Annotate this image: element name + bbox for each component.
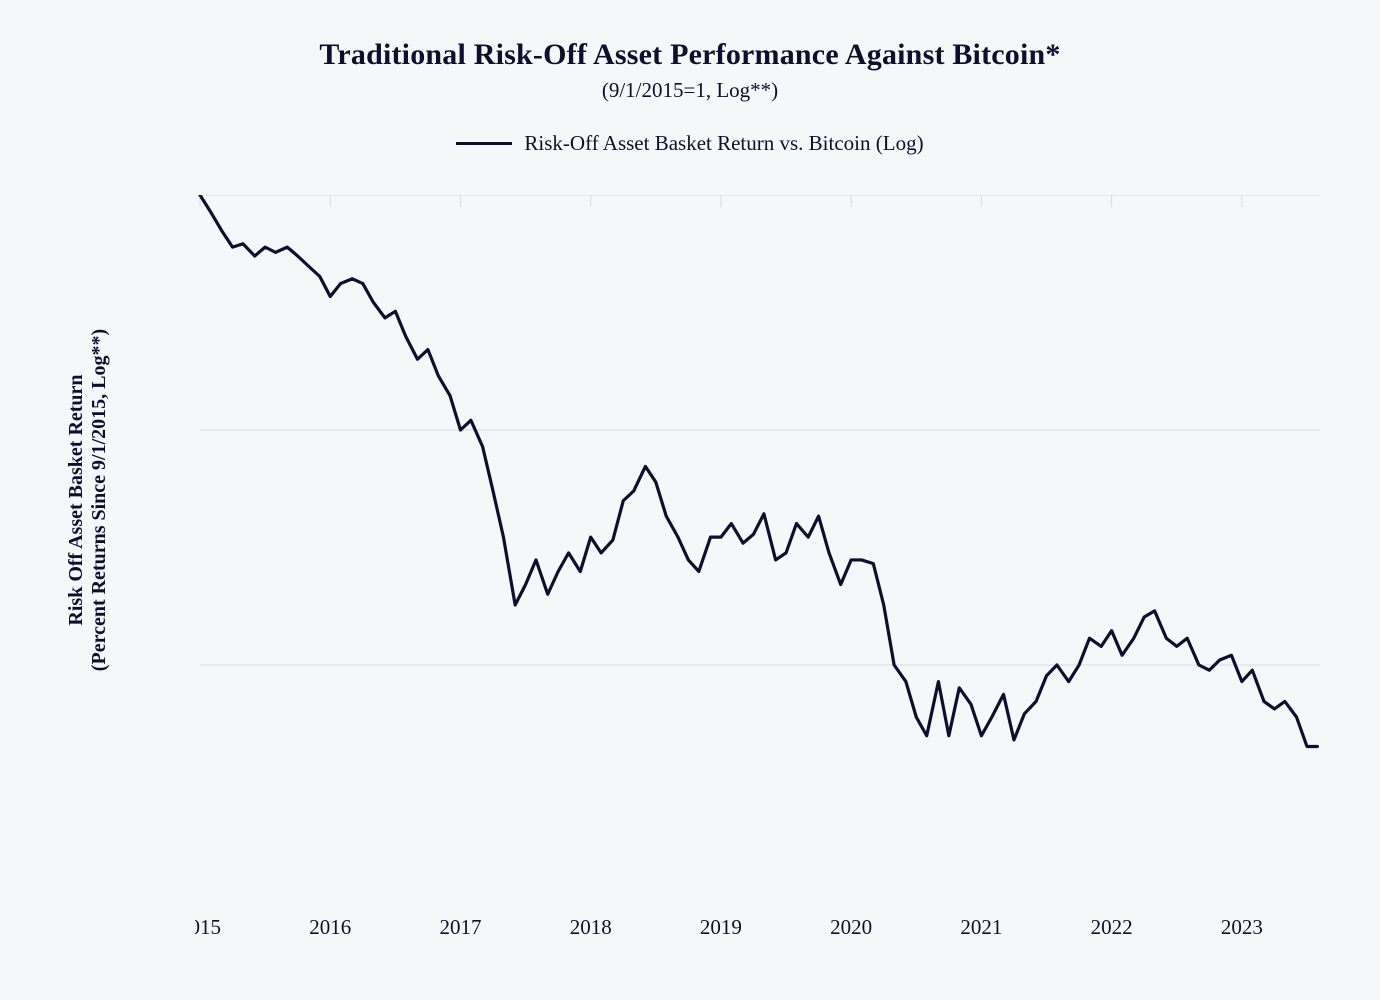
x-tick-label: 2019: [700, 915, 742, 939]
x-tick-label: 2022: [1091, 915, 1133, 939]
chart-container: { "chart": { "type": "line", "title": "T…: [0, 0, 1380, 1000]
chart-title: Traditional Risk-Off Asset Performance A…: [0, 0, 1380, 72]
series-line: [200, 195, 1317, 747]
chart-svg: 0.0010.010.11201520162017201820192020202…: [195, 195, 1380, 950]
x-tick-label: 2021: [960, 915, 1002, 939]
x-tick-label: 2015: [195, 915, 221, 939]
x-tick-label: 2018: [570, 915, 612, 939]
chart-legend: Risk-Off Asset Basket Return vs. Bitcoin…: [0, 131, 1380, 156]
legend-line-icon: [456, 142, 512, 145]
plot-area: 0.0010.010.11201520162017201820192020202…: [195, 195, 1315, 950]
chart-subtitle: (9/1/2015=1, Log**): [0, 78, 1380, 103]
x-tick-label: 2023: [1221, 915, 1263, 939]
y-axis-title-line2: (Percent Returns Since 9/1/2015, Log**): [88, 290, 111, 710]
y-axis-title-line1: Risk Off Asset Basket Return: [65, 374, 87, 625]
x-tick-label: 2016: [309, 915, 351, 939]
x-tick-label: 2017: [439, 915, 481, 939]
x-tick-label: 2020: [830, 915, 872, 939]
legend-label: Risk-Off Asset Basket Return vs. Bitcoin…: [524, 131, 923, 156]
y-axis-title: Risk Off Asset Basket Return (Percent Re…: [65, 290, 111, 710]
